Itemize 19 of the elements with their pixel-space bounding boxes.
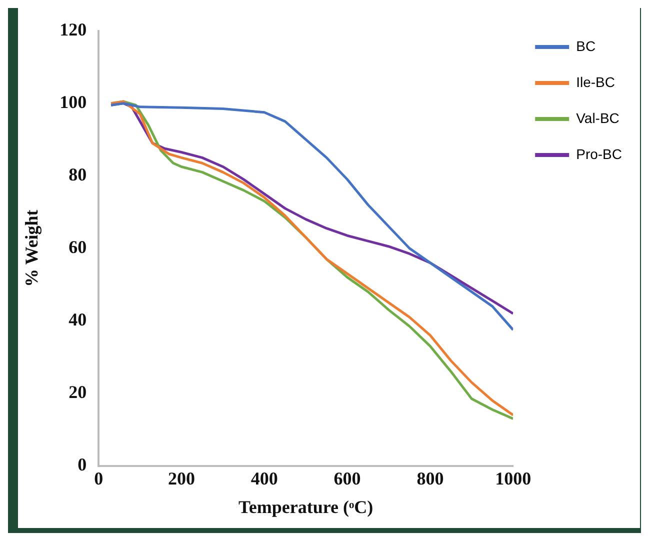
legend-label: Pro-BC	[576, 146, 622, 162]
x-axis-title: Temperature (ᵒC)	[238, 496, 374, 517]
legend-label: Ile-BC	[576, 74, 616, 90]
x-tick-label: 400	[250, 468, 278, 488]
y-tick-label: 40	[68, 309, 87, 330]
y-tick-label: 60	[68, 236, 87, 257]
y-tick-label: 20	[68, 382, 87, 402]
y-tick-label: 100	[60, 92, 87, 112]
y-tick-label: 120	[60, 19, 87, 40]
x-tick-label: 200	[168, 468, 195, 488]
x-tick-label: 800	[416, 468, 444, 488]
x-tick-label: 1000	[495, 468, 532, 488]
x-tick-label: 600	[334, 468, 361, 488]
y-tick-label: 80	[68, 164, 87, 184]
x-tick-label: 0	[94, 468, 104, 488]
y-tick-label: 0	[78, 454, 87, 474]
legend-label: Val-BC	[576, 110, 620, 126]
y-axis-title: % Weight	[21, 210, 42, 287]
legend-label: BC	[576, 38, 596, 54]
